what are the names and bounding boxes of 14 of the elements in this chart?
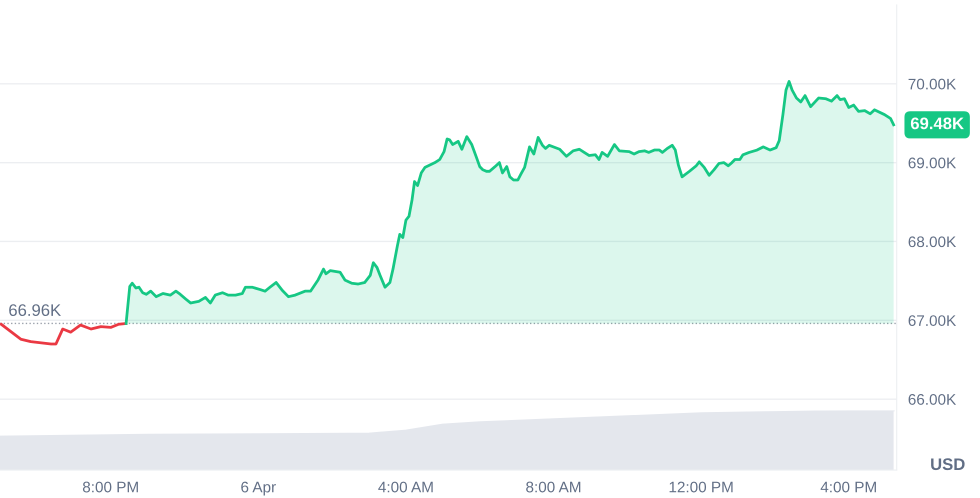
y-tick-label: 66.00K	[908, 394, 956, 405]
text: USD	[931, 458, 965, 470]
y-tick-label: 67.00K	[908, 315, 956, 326]
x-tick-label: 8:00 AM	[526, 482, 580, 492]
x-tick-label: 8:00 PM	[82, 482, 138, 492]
x-tick-label: 4:00 PM	[820, 482, 876, 492]
ref-line-label: 66.96K	[9, 304, 61, 316]
x-tick-label: 4:00 AM	[378, 482, 433, 492]
x-tick-label: 6 Apr	[241, 482, 276, 496]
y-tick-label: 70.00K	[908, 78, 956, 90]
annotation: 69.48K	[910, 117, 964, 130]
y-tick-label: 68.00K	[908, 236, 956, 248]
x-tick-label: 12:00 PM	[670, 482, 733, 492]
y-tick-label: 69.00K	[908, 158, 956, 168]
